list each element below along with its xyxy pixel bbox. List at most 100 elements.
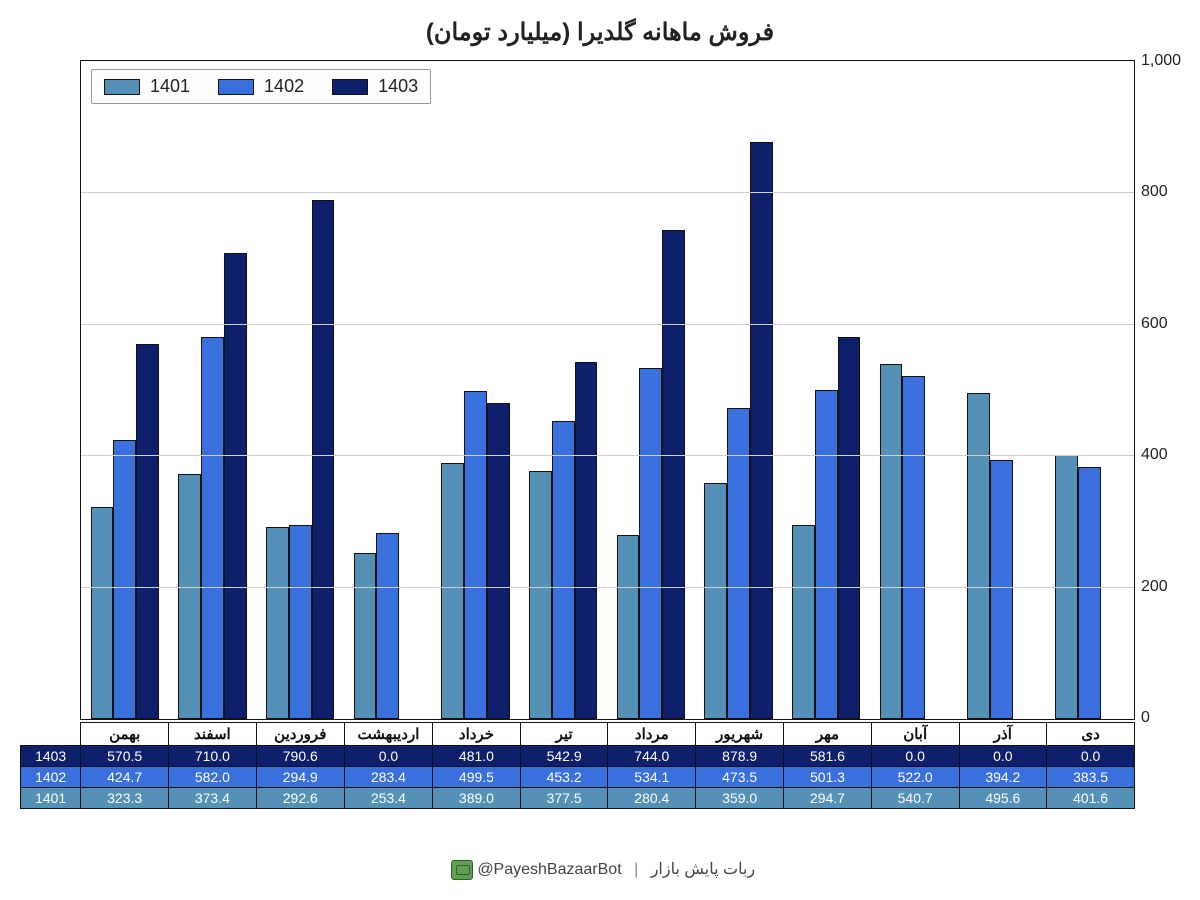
value-cell: 499.5 [433, 767, 521, 788]
bar [880, 364, 903, 719]
month-header: دی [1047, 723, 1135, 746]
bar [704, 483, 727, 719]
month-header: شهریور [696, 723, 784, 746]
legend-swatch [332, 79, 368, 95]
value-cell: 495.6 [959, 788, 1047, 809]
value-cell: 280.4 [608, 788, 696, 809]
bar [113, 440, 136, 719]
ytick-label: 200 [1141, 578, 1196, 596]
month-header: فروردین [256, 723, 344, 746]
table-row: 1402424.7582.0294.9283.4499.5453.2534.14… [21, 767, 1135, 788]
value-cell: 540.7 [871, 788, 959, 809]
legend-swatch [104, 79, 140, 95]
value-cell: 501.3 [784, 767, 872, 788]
table-row: 1401323.3373.4292.6253.4389.0377.5280.43… [21, 788, 1135, 809]
bar [575, 362, 598, 719]
bar [902, 376, 925, 719]
bar [289, 525, 312, 719]
ytick-label: 800 [1141, 183, 1196, 201]
plot-area: 140114021403 02004006008001,000 [80, 60, 1135, 720]
grid-line [81, 587, 1134, 588]
bar [792, 525, 815, 719]
value-cell: 394.2 [959, 767, 1047, 788]
bar [201, 337, 224, 719]
value-cell: 377.5 [520, 788, 608, 809]
bar [967, 393, 990, 719]
bar [815, 390, 838, 719]
bar [487, 403, 510, 719]
legend-item: 1402 [218, 76, 304, 97]
bar [639, 368, 662, 719]
value-cell: 401.6 [1047, 788, 1135, 809]
year-label: 1403 [21, 746, 81, 767]
bar [990, 460, 1013, 719]
value-cell: 790.6 [256, 746, 344, 767]
value-cell: 710.0 [169, 746, 257, 767]
footer-brand: ربات پایش بازار [651, 861, 755, 878]
data-table: بهمناسفندفروردیناردیبهشتخردادتیرمردادشهر… [20, 722, 1135, 809]
year-label: 1402 [21, 767, 81, 788]
footer-separator: | [634, 861, 638, 878]
value-cell: 570.5 [81, 746, 169, 767]
value-cell: 294.7 [784, 788, 872, 809]
value-cell: 0.0 [1047, 746, 1135, 767]
footer-handle: @PayeshBazaarBot [477, 861, 621, 878]
ytick-label: 0 [1141, 709, 1196, 727]
bar [1078, 467, 1101, 719]
year-label: 1401 [21, 788, 81, 809]
legend-label: 1401 [150, 76, 190, 97]
value-cell: 582.0 [169, 767, 257, 788]
value-cell: 0.0 [959, 746, 1047, 767]
value-cell: 283.4 [344, 767, 432, 788]
month-header: خرداد [433, 723, 521, 746]
month-header: مرداد [608, 723, 696, 746]
month-header: بهمن [81, 723, 169, 746]
month-header: مهر [784, 723, 872, 746]
value-cell: 542.9 [520, 746, 608, 767]
bar [136, 344, 159, 719]
value-cell: 453.2 [520, 767, 608, 788]
value-cell: 292.6 [256, 788, 344, 809]
value-cell: 744.0 [608, 746, 696, 767]
value-cell: 0.0 [344, 746, 432, 767]
bar [312, 200, 335, 719]
bot-icon [451, 860, 473, 880]
value-cell: 0.0 [871, 746, 959, 767]
bar [552, 421, 575, 719]
table-row: 1403570.5710.0790.60.0481.0542.9744.0878… [21, 746, 1135, 767]
month-header: اردیبهشت [344, 723, 432, 746]
bar [617, 535, 640, 719]
ytick-label: 400 [1141, 446, 1196, 464]
value-cell: 253.4 [344, 788, 432, 809]
value-cell: 878.9 [696, 746, 784, 767]
value-cell: 481.0 [433, 746, 521, 767]
grid-line [81, 455, 1134, 456]
ytick-label: 1,000 [1141, 52, 1196, 70]
value-cell: 389.0 [433, 788, 521, 809]
month-header: تیر [520, 723, 608, 746]
bar [266, 527, 289, 719]
bar [529, 471, 552, 719]
value-cell: 473.5 [696, 767, 784, 788]
bar [178, 474, 201, 719]
footer: ربات پایش بازار | @PayeshBazaarBot [0, 859, 1200, 880]
value-cell: 383.5 [1047, 767, 1135, 788]
legend-item: 1401 [104, 76, 190, 97]
table-corner [21, 723, 81, 746]
bar [464, 391, 487, 719]
bar [441, 463, 464, 719]
value-cell: 424.7 [81, 767, 169, 788]
legend: 1401 1402 1403 [91, 69, 431, 104]
value-cell: 359.0 [696, 788, 784, 809]
bar [750, 142, 773, 719]
bar [662, 230, 685, 719]
value-cell: 323.3 [81, 788, 169, 809]
bar [376, 533, 399, 719]
month-header: اسفند [169, 723, 257, 746]
grid-line [81, 324, 1134, 325]
legend-label: 1403 [378, 76, 418, 97]
legend-label: 1402 [264, 76, 304, 97]
chart-title: فروش ماهانه گلدیرا (میلیارد تومان) [0, 18, 1200, 47]
legend-item: 1403 [332, 76, 418, 97]
value-cell: 294.9 [256, 767, 344, 788]
